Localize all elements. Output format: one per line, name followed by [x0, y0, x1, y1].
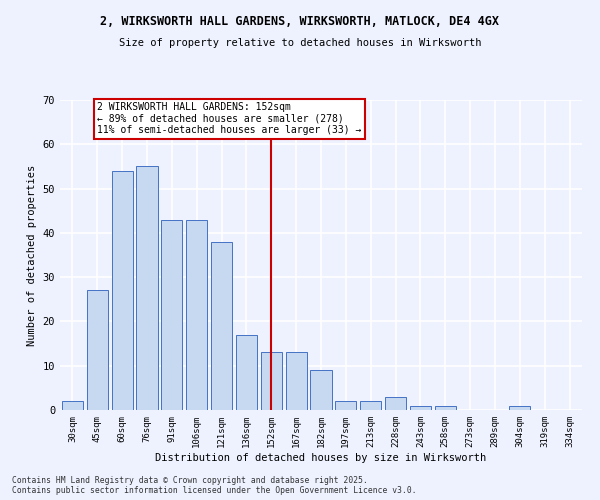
Bar — [410, 406, 431, 410]
Bar — [62, 401, 83, 410]
Bar — [186, 220, 207, 410]
Bar — [87, 290, 108, 410]
Text: 2, WIRKSWORTH HALL GARDENS, WIRKSWORTH, MATLOCK, DE4 4GX: 2, WIRKSWORTH HALL GARDENS, WIRKSWORTH, … — [101, 15, 499, 28]
Bar — [261, 352, 282, 410]
Bar — [435, 406, 456, 410]
Y-axis label: Number of detached properties: Number of detached properties — [27, 164, 37, 346]
Bar — [509, 406, 530, 410]
Bar — [335, 401, 356, 410]
Text: Contains HM Land Registry data © Crown copyright and database right 2025.
Contai: Contains HM Land Registry data © Crown c… — [12, 476, 416, 495]
Bar — [310, 370, 332, 410]
Bar — [136, 166, 158, 410]
Bar — [385, 396, 406, 410]
Bar — [236, 334, 257, 410]
X-axis label: Distribution of detached houses by size in Wirksworth: Distribution of detached houses by size … — [155, 452, 487, 462]
Bar — [360, 401, 381, 410]
Bar — [112, 171, 133, 410]
Bar — [211, 242, 232, 410]
Bar — [161, 220, 182, 410]
Text: 2 WIRKSWORTH HALL GARDENS: 152sqm
← 89% of detached houses are smaller (278)
11%: 2 WIRKSWORTH HALL GARDENS: 152sqm ← 89% … — [97, 102, 362, 136]
Bar — [286, 352, 307, 410]
Text: Size of property relative to detached houses in Wirksworth: Size of property relative to detached ho… — [119, 38, 481, 48]
